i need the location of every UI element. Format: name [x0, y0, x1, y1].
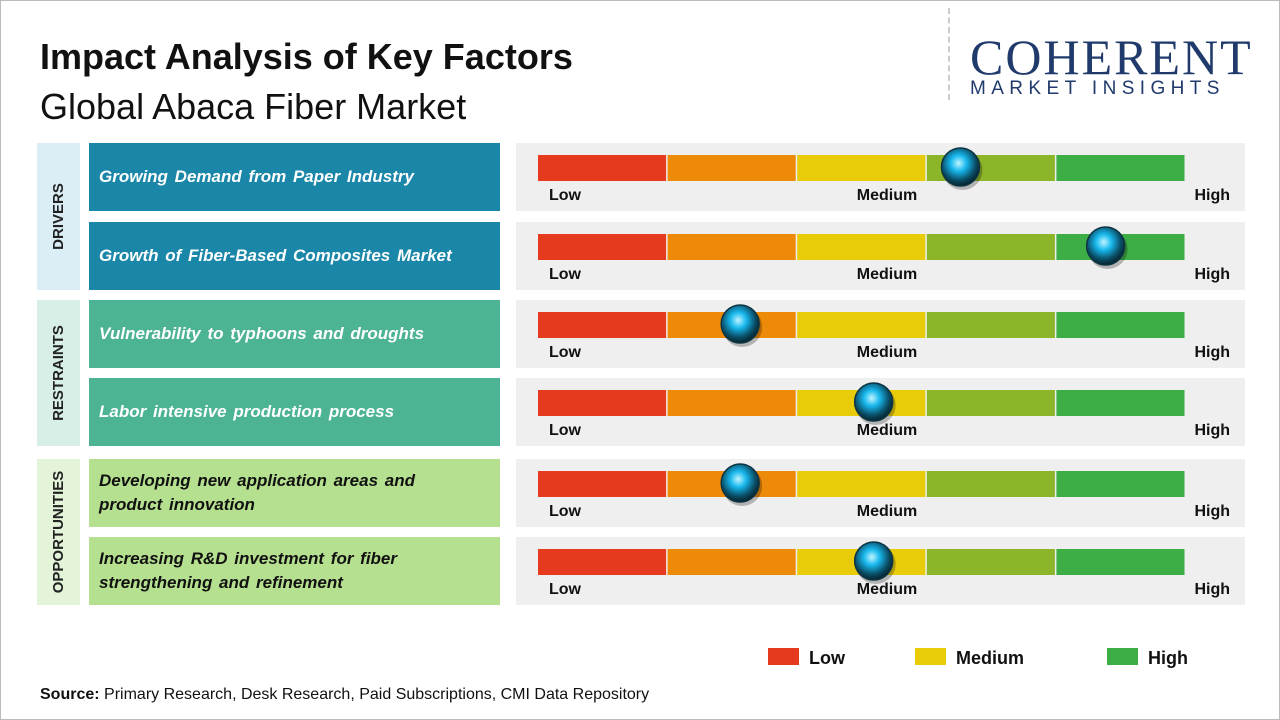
legend-label: High — [1148, 648, 1188, 668]
scale-high: High — [1194, 503, 1230, 520]
scale-high: High — [1194, 422, 1230, 439]
scale-low: Low — [549, 344, 582, 361]
group-band — [37, 300, 80, 446]
logo: COHERENT — [970, 29, 1253, 85]
gauge-segment — [797, 234, 926, 260]
scale-high: High — [1194, 344, 1230, 361]
scale-medium: Medium — [857, 187, 917, 204]
legend-swatch — [915, 648, 946, 665]
title: Impact Analysis of Key Factors — [40, 36, 573, 77]
gauge-segment — [538, 155, 667, 181]
impact-knob — [720, 463, 760, 503]
gauge-segment — [1056, 549, 1185, 575]
gauge-segment — [1056, 390, 1185, 416]
factor-label: Vulnerability to typhoons and droughts — [89, 300, 500, 368]
scale-high: High — [1194, 581, 1230, 598]
gauge-segment — [926, 390, 1055, 416]
legend-label: Low — [809, 648, 846, 668]
gauge-segment — [926, 549, 1055, 575]
scale-medium: Medium — [857, 581, 917, 598]
gauge-segment — [1056, 155, 1185, 181]
gauge-segment — [797, 471, 926, 497]
gauge-segment — [538, 471, 667, 497]
gauge-segment — [667, 549, 796, 575]
source-text: Primary Research, Desk Research, Paid Su… — [104, 686, 650, 703]
factor-label: Increasing R&D investment for fiber stre… — [89, 537, 500, 605]
gauge-segment — [926, 471, 1055, 497]
scale-low: Low — [549, 266, 582, 283]
scale-high: High — [1194, 187, 1230, 204]
impact-knob — [853, 541, 894, 581]
gauge-segment — [1056, 471, 1185, 497]
divider — [948, 8, 950, 100]
source: Source: Primary Research, Desk Research,… — [40, 686, 649, 704]
logo-tagline: MARKET INSIGHTS — [970, 78, 1225, 99]
gauge-segment — [797, 312, 926, 338]
scale-medium: Medium — [857, 344, 917, 361]
factor-label: Growth of Fiber-Based Composites Market — [89, 222, 500, 290]
scale-high: High — [1194, 266, 1230, 283]
gauge-segment — [926, 234, 1055, 260]
subtitle: Global Abaca Fiber Market — [40, 86, 467, 127]
legend-label: Medium — [956, 648, 1024, 668]
gauge-segment — [538, 234, 667, 260]
group-label: DRIVERS — [50, 183, 67, 250]
factor-label: Developing new application areas and pro… — [89, 459, 500, 527]
gauge-segment — [538, 549, 667, 575]
gauge-segment — [538, 390, 667, 416]
gauge-segment — [926, 312, 1055, 338]
gauge-segment — [538, 312, 667, 338]
group-label: RESTRAINTS — [50, 325, 67, 421]
scale-low: Low — [549, 187, 582, 204]
scale-low: Low — [549, 503, 582, 520]
source-label: Source: — [40, 686, 100, 703]
group-band — [37, 143, 80, 290]
scale-medium: Medium — [857, 503, 917, 520]
gauge-segment — [667, 155, 796, 181]
group-band — [37, 459, 80, 605]
scale-low: Low — [549, 422, 582, 439]
factor-label: Growing Demand from Paper Industry — [89, 143, 500, 211]
gauge-segment — [1056, 312, 1185, 338]
gauge-segment — [797, 155, 926, 181]
scale-medium: Medium — [857, 422, 917, 439]
impact-knob — [720, 304, 760, 344]
scale-low: Low — [549, 581, 582, 598]
impact-knob — [1085, 226, 1126, 266]
scale-medium: Medium — [857, 266, 917, 283]
gauge-segment — [667, 234, 796, 260]
group-label: OPPORTUNITIES — [50, 471, 67, 594]
legend-swatch — [768, 648, 799, 665]
impact-knob — [853, 382, 894, 422]
legend-swatch — [1107, 648, 1138, 665]
impact-knob — [940, 147, 981, 187]
factor-label: Labor intensive production process — [89, 378, 500, 446]
gauge-segment — [667, 390, 796, 416]
